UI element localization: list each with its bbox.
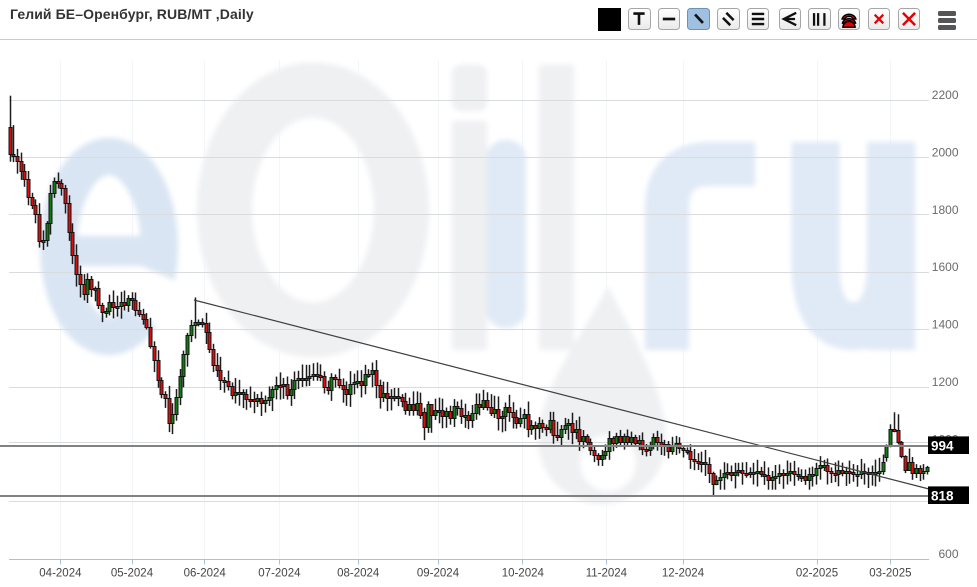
svg-text:05-2024: 05-2024 [111, 568, 154, 580]
svg-text:09-2024: 09-2024 [417, 568, 460, 580]
svg-text:1800: 1800 [932, 203, 959, 217]
svg-text:07-2024: 07-2024 [258, 568, 301, 580]
svg-text:02-2025: 02-2025 [796, 568, 838, 580]
svg-text:10-2024: 10-2024 [502, 568, 545, 580]
svg-text:2200: 2200 [932, 88, 959, 102]
svg-text:2000: 2000 [932, 145, 959, 159]
svg-text:08-2024: 08-2024 [337, 568, 380, 580]
svg-text:1200: 1200 [932, 375, 959, 389]
svg-text:818: 818 [931, 489, 954, 504]
svg-text:06-2024: 06-2024 [184, 568, 227, 580]
svg-text:600: 600 [938, 547, 958, 561]
svg-text:1400: 1400 [932, 318, 959, 332]
svg-text:03-2025: 03-2025 [869, 568, 911, 580]
svg-text:11-2024: 11-2024 [586, 568, 628, 580]
svg-text:1600: 1600 [932, 260, 959, 274]
svg-text:12-2024: 12-2024 [662, 568, 705, 580]
svg-text:04-2024: 04-2024 [39, 568, 82, 580]
svg-text:994: 994 [931, 439, 954, 454]
